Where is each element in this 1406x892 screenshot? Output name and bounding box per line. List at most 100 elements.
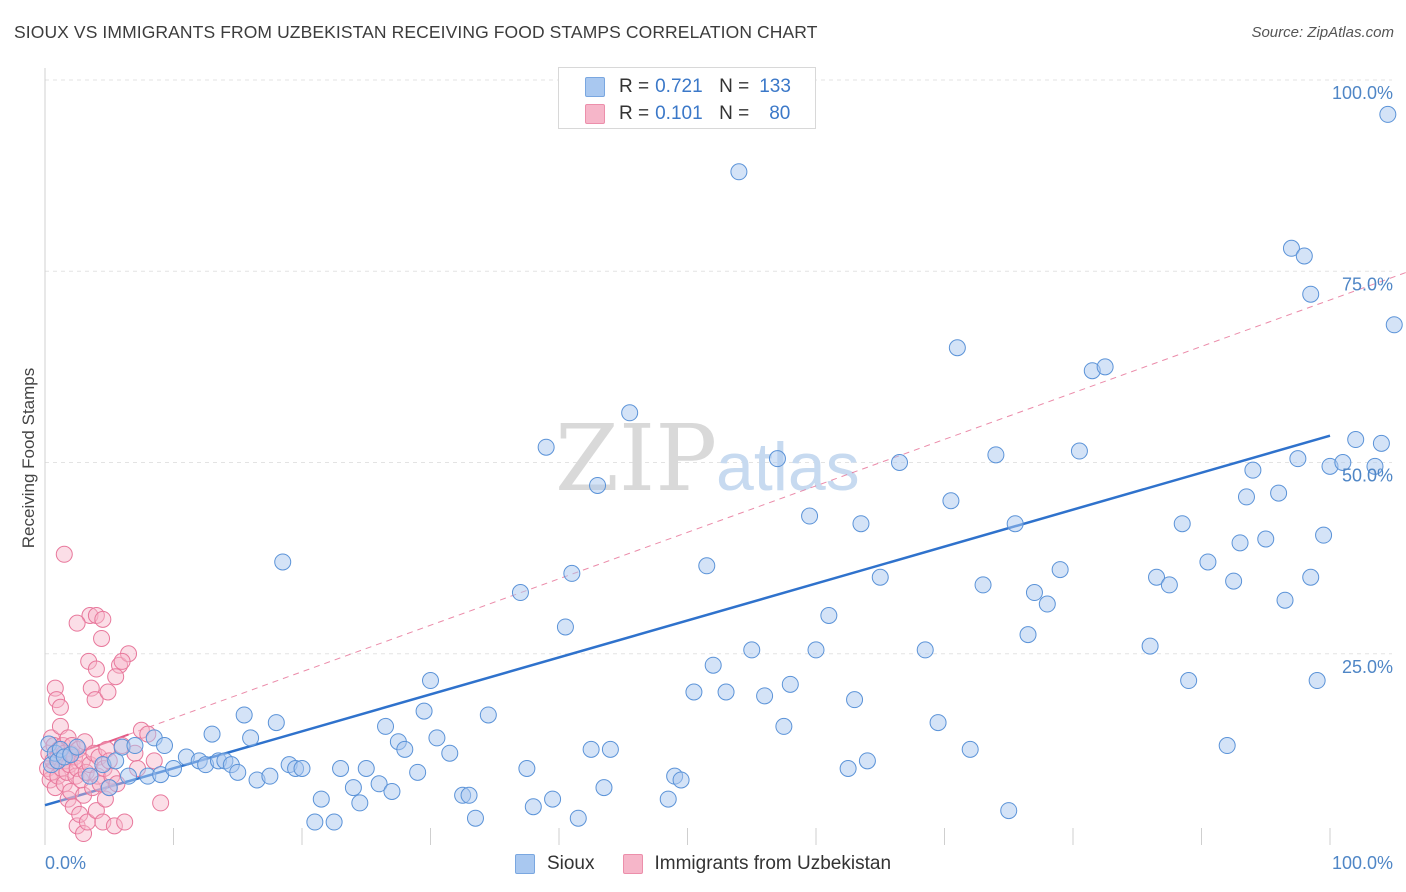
sioux-point: [156, 737, 174, 755]
uzbekistan-point: [113, 652, 131, 670]
legend-label-uzbekistan: Immigrants from Uzbekistan: [654, 853, 892, 874]
y-axis-title: Receiving Food Stamps: [19, 368, 38, 548]
y-tick-label: 100.0%: [1332, 83, 1393, 103]
sioux-point: [775, 717, 793, 735]
sioux-point: [1000, 802, 1018, 820]
sioux-point: [415, 702, 433, 720]
sioux-point: [312, 790, 330, 808]
sioux-point: [274, 553, 292, 571]
uzbekistan-point: [51, 698, 69, 716]
sioux-point: [595, 779, 613, 797]
sioux-point: [1257, 530, 1275, 548]
uzbekistan-point: [105, 817, 123, 835]
sioux-point: [344, 779, 362, 797]
sioux-point: [717, 683, 735, 701]
sioux-point: [1025, 584, 1043, 602]
sioux-point: [916, 641, 934, 659]
sioux-point: [1295, 247, 1313, 265]
sioux-point: [409, 763, 427, 781]
sioux-point: [569, 809, 587, 827]
source-label: Source: ZipAtlas.com: [1251, 24, 1394, 41]
uzbekistan-point: [99, 683, 117, 701]
sioux-point: [100, 779, 118, 797]
sioux-point: [704, 656, 722, 674]
sioux-point: [839, 760, 857, 777]
sioux-point: [518, 760, 536, 777]
sioux-point: [383, 782, 401, 800]
sioux-point: [267, 714, 285, 732]
sioux-point: [1038, 595, 1056, 613]
gridlines: [45, 79, 1392, 655]
sioux-point: [1231, 534, 1249, 552]
uzbekistan-point: [94, 610, 112, 628]
sioux-point: [428, 729, 446, 747]
sioux-point: [987, 446, 1005, 464]
r-label: R =: [619, 76, 650, 97]
r-label: R =: [619, 103, 650, 124]
y-tick-label: 25.0%: [1342, 657, 1393, 677]
sioux-point: [1276, 591, 1294, 609]
n-value: 133: [759, 76, 791, 97]
sioux-point: [229, 763, 247, 781]
uzbekistan-point: [107, 668, 125, 686]
sioux-point: [781, 675, 799, 693]
uzbekistan-point: [152, 794, 170, 812]
sioux-point: [422, 672, 439, 690]
sioux-point: [351, 794, 369, 812]
sioux-point: [961, 740, 979, 758]
uzbekistan-point: [75, 825, 93, 843]
chart-title: SIOUX VS IMMIGRANTS FROM UZBEKISTAN RECE…: [14, 22, 818, 42]
sioux-point: [807, 641, 825, 659]
sioux-trend-line: [44, 434, 1331, 807]
sioux-point: [1270, 484, 1288, 502]
uzbekistan-point: [87, 660, 105, 678]
r-value: 0.101: [655, 103, 703, 124]
sioux-point: [1160, 576, 1178, 594]
sioux-point: [1141, 637, 1159, 655]
sioux-point: [1379, 105, 1397, 123]
sioux-point: [261, 767, 279, 785]
sioux-point: [242, 729, 260, 747]
sioux-point: [858, 752, 876, 770]
stats-legend-row-sioux: R = 0.721 N = 133: [585, 74, 791, 100]
y-tick-label: 50.0%: [1342, 466, 1393, 486]
sioux-point: [556, 618, 574, 636]
sioux-point: [524, 798, 542, 816]
watermark: ZIP atlas: [555, 405, 860, 512]
n-label: N =: [719, 76, 750, 97]
sioux-points: [40, 105, 1403, 831]
uzbekistan-trend-dashed: [44, 271, 1406, 766]
sioux-point: [203, 725, 221, 743]
sioux-point: [1225, 572, 1243, 590]
sioux-point: [582, 740, 600, 758]
sioux-point: [1334, 454, 1352, 471]
sioux-point: [871, 568, 889, 586]
sioux-point: [511, 584, 529, 602]
sioux-point: [544, 790, 562, 808]
y-tick-label: 75.0%: [1342, 274, 1393, 294]
sioux-point: [126, 737, 144, 755]
sioux-point: [1096, 358, 1114, 376]
sioux-point: [235, 706, 253, 724]
sioux-point: [107, 752, 125, 770]
sioux-point: [891, 454, 909, 471]
x-tick-label: 100.0%: [1332, 853, 1393, 873]
axes: [44, 68, 1331, 845]
sioux-point: [377, 717, 395, 735]
uzbekistan-point: [86, 691, 104, 709]
sioux-point: [852, 515, 870, 533]
sioux-point: [1237, 488, 1255, 506]
sioux-point: [756, 687, 774, 705]
sioux-point: [1006, 515, 1024, 533]
sioux-point: [120, 767, 138, 785]
sioux-swatch: [514, 854, 535, 874]
sioux-point: [601, 740, 619, 758]
uzbekistan-point: [81, 607, 99, 624]
uzbekistan-swatch: [585, 104, 605, 124]
sioux-point: [685, 683, 703, 701]
sioux-point: [325, 813, 343, 831]
sioux-point: [370, 775, 388, 793]
watermark-zip: ZIP: [555, 405, 717, 512]
sioux-point: [589, 476, 607, 494]
